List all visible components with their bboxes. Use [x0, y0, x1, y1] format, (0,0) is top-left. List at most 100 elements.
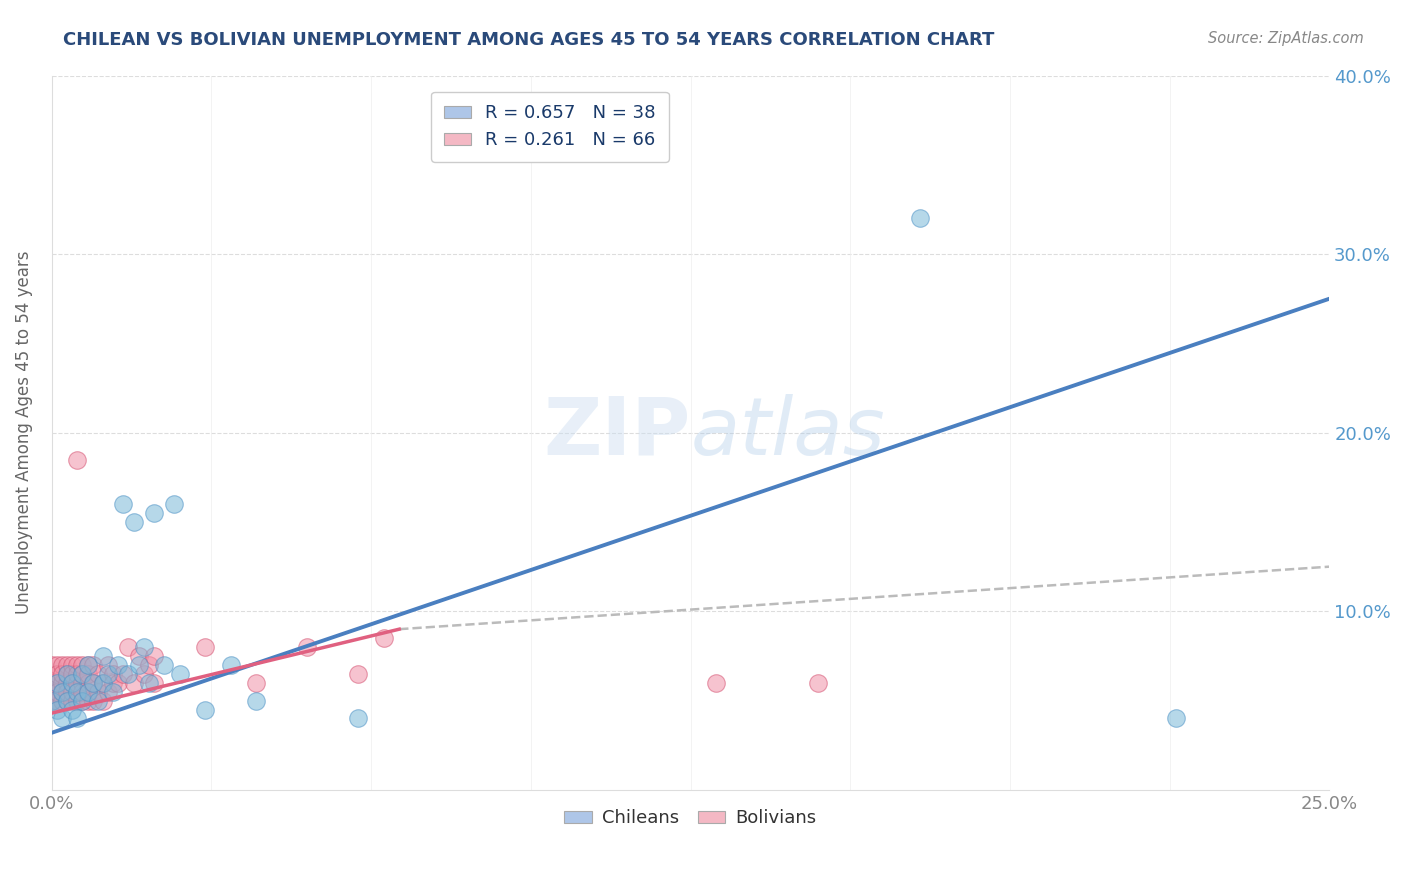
Point: [51, 657, 73, 672]
Point: [128, 657, 150, 672]
Point: [169, 666, 191, 681]
Point: [219, 657, 242, 672]
Point: [45, 693, 67, 707]
Y-axis label: Unemployment Among Ages 45 to 54 years: Unemployment Among Ages 45 to 54 years: [15, 251, 32, 615]
Point: [347, 711, 370, 725]
Point: [117, 666, 139, 681]
Point: [60, 675, 83, 690]
Point: [82, 675, 104, 690]
Point: [107, 657, 129, 672]
Point: [194, 640, 217, 654]
Point: [72, 693, 94, 707]
Point: [72, 657, 94, 672]
Point: [60, 684, 83, 698]
Point: [112, 666, 135, 681]
Point: [97, 657, 120, 672]
Point: [297, 640, 319, 654]
Point: [76, 684, 98, 698]
Point: [51, 666, 73, 681]
Point: [122, 675, 145, 690]
Point: [45, 675, 67, 690]
Point: [76, 666, 98, 681]
Point: [72, 693, 94, 707]
Point: [112, 497, 135, 511]
Point: [76, 684, 98, 698]
Point: [56, 666, 79, 681]
Point: [41, 693, 63, 707]
Point: [373, 631, 395, 645]
Point: [138, 657, 160, 672]
Point: [45, 684, 67, 698]
Point: [1164, 711, 1187, 725]
Point: [56, 693, 79, 707]
Text: atlas: atlas: [690, 393, 886, 472]
Point: [76, 693, 98, 707]
Point: [56, 693, 79, 707]
Point: [132, 666, 155, 681]
Point: [117, 640, 139, 654]
Point: [97, 684, 120, 698]
Point: [60, 702, 83, 716]
Point: [60, 693, 83, 707]
Point: [194, 702, 217, 716]
Point: [91, 675, 114, 690]
Point: [45, 702, 67, 716]
Point: [128, 648, 150, 663]
Point: [153, 657, 176, 672]
Point: [101, 666, 124, 681]
Point: [101, 684, 124, 698]
Point: [45, 657, 67, 672]
Point: [72, 675, 94, 690]
Point: [60, 675, 83, 690]
Point: [66, 711, 89, 725]
Point: [60, 657, 83, 672]
Point: [72, 684, 94, 698]
Point: [138, 675, 160, 690]
Point: [51, 684, 73, 698]
Point: [132, 640, 155, 654]
Point: [66, 675, 89, 690]
Point: [45, 675, 67, 690]
Point: [97, 666, 120, 681]
Point: [66, 452, 89, 467]
Point: [66, 684, 89, 698]
Text: Source: ZipAtlas.com: Source: ZipAtlas.com: [1208, 31, 1364, 46]
Point: [76, 675, 98, 690]
Point: [76, 657, 98, 672]
Point: [910, 211, 932, 226]
Point: [107, 675, 129, 690]
Point: [91, 648, 114, 663]
Point: [66, 693, 89, 707]
Point: [163, 497, 186, 511]
Point: [87, 684, 110, 698]
Point: [122, 515, 145, 529]
Point: [41, 684, 63, 698]
Point: [51, 693, 73, 707]
Point: [72, 666, 94, 681]
Point: [51, 711, 73, 725]
Point: [347, 666, 370, 681]
Point: [41, 675, 63, 690]
Point: [807, 675, 830, 690]
Point: [704, 675, 727, 690]
Point: [56, 675, 79, 690]
Point: [51, 675, 73, 690]
Point: [101, 675, 124, 690]
Point: [56, 684, 79, 698]
Point: [76, 657, 98, 672]
Point: [82, 657, 104, 672]
Point: [142, 675, 165, 690]
Point: [87, 693, 110, 707]
Point: [82, 693, 104, 707]
Point: [142, 648, 165, 663]
Point: [66, 657, 89, 672]
Point: [56, 657, 79, 672]
Point: [60, 666, 83, 681]
Point: [41, 693, 63, 707]
Point: [45, 666, 67, 681]
Point: [245, 675, 267, 690]
Point: [82, 675, 104, 690]
Point: [91, 693, 114, 707]
Point: [245, 693, 267, 707]
Text: CHILEAN VS BOLIVIAN UNEMPLOYMENT AMONG AGES 45 TO 54 YEARS CORRELATION CHART: CHILEAN VS BOLIVIAN UNEMPLOYMENT AMONG A…: [63, 31, 994, 49]
